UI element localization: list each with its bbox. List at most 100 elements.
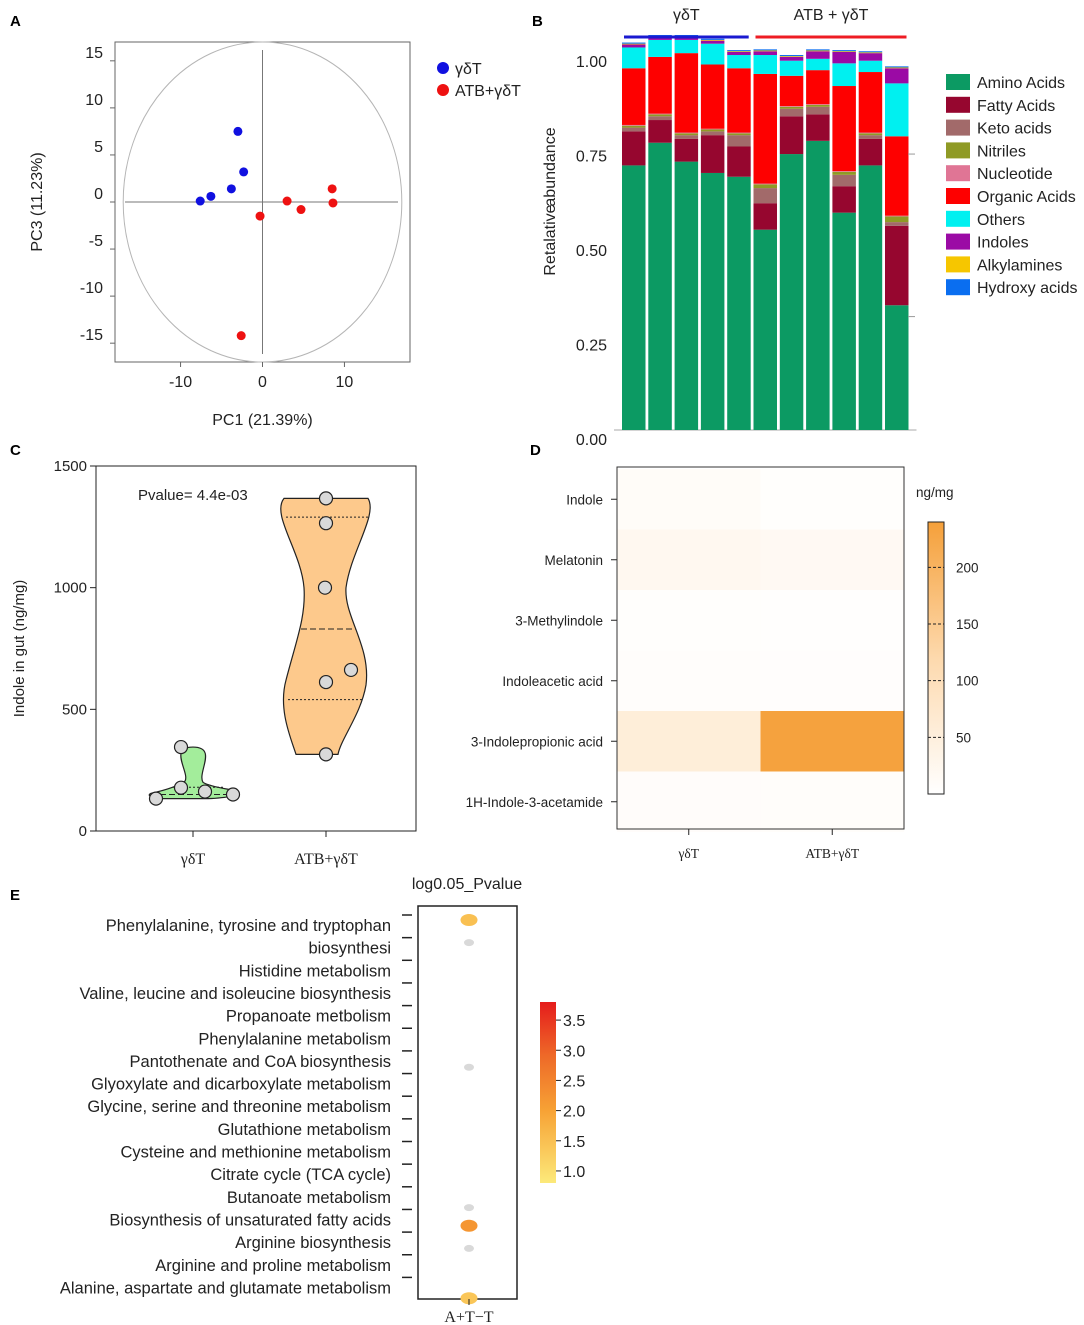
- violin-ytick-label: 500: [62, 701, 87, 718]
- bar-segment-nitriles: [700, 129, 725, 132]
- violin-point-atb-gdt: [318, 747, 334, 762]
- bar-segment-amino-acids: [727, 176, 751, 430]
- pca-point-atb-gdt: [327, 184, 337, 194]
- panel-label-c: C: [10, 442, 21, 459]
- dotplot-category-label: Alanine, aspartate and glutamate metabol…: [60, 1279, 391, 1297]
- bar-legend-label: Alkylamines: [977, 257, 1062, 274]
- bar-segment-keto-acids: [648, 116, 672, 121]
- violin-ytick-label: 1500: [54, 458, 87, 475]
- pca-xaxis-label: PC1 (21.39%): [212, 412, 313, 429]
- heatmap-cell: [617, 469, 761, 530]
- bar-segment-hydroxy-acids: [832, 50, 856, 52]
- dotplot-xaxis-label: A+T−T: [444, 1309, 493, 1325]
- bar-segment-others: [858, 60, 883, 73]
- bar-ytick-label: 0.75: [576, 149, 607, 166]
- bar-segment-nitriles: [753, 184, 777, 189]
- bar-legend-label: Hydroxy acids: [977, 280, 1077, 297]
- violin-xtick-label: γδT: [180, 851, 206, 868]
- bar-segment-fatty-acids: [832, 186, 856, 213]
- dotplot-category-label: Glyoxylate and dicarboxylate metabolism: [91, 1076, 391, 1094]
- bar-segment-nitriles: [832, 171, 856, 175]
- bar-legend-swatch: [946, 279, 970, 296]
- heatmap-row-label: 3-Indolepropionic acid: [471, 734, 603, 749]
- violin-point-gdt: [225, 787, 241, 802]
- violin-point-gdt: [148, 791, 164, 806]
- panel-label-e: E: [10, 887, 20, 904]
- bar-segment-indoles: [753, 51, 777, 56]
- bar-segment-amino-acids: [700, 172, 725, 430]
- bar-segment-alkylamines: [806, 50, 830, 52]
- bar-segment-amino-acids: [674, 161, 699, 430]
- bar-legend-swatch: [946, 142, 970, 159]
- bar-segment-organic-acids: [832, 86, 856, 172]
- panel-label-b: B: [532, 13, 543, 30]
- bar-segment-alkylamines: [622, 43, 646, 45]
- pca-point-atb-gdt: [236, 331, 246, 341]
- dotplot-category-label: Propanoate metbolism: [226, 1008, 391, 1026]
- bar-segment-hydroxy-acids: [700, 38, 725, 40]
- heatmap-cell: [617, 590, 761, 651]
- pvalue-colorbar-label: 2.5: [563, 1073, 585, 1090]
- pvalue-colorbar-label: 3.5: [563, 1013, 585, 1030]
- pca-plot: -10 0 10 15 10 5 0 -5 -10 -15 PC1 (21.39%) PC3 (11.…: [29, 41, 521, 429]
- bar-segment-others: [806, 58, 830, 71]
- bar-segment-nitriles: [727, 133, 751, 136]
- bar-segment-alkylamines: [727, 51, 751, 52]
- pvalue-colorbar-label: 3.0: [563, 1043, 585, 1060]
- bar-segment-amino-acids: [622, 165, 646, 430]
- heatmap-row-label: Indole: [566, 492, 603, 507]
- pathway-dot-plot: log0.05_Pvalue Phenylalanine, tyrosine an…: [60, 876, 585, 1325]
- heatmap-row-label: 3-Methylindole: [515, 613, 603, 628]
- bar-segment-nucleotide: [832, 171, 856, 172]
- panel-label-a: A: [10, 13, 21, 30]
- bar-segment-others: [700, 43, 725, 65]
- pca-ytick-label: -10: [80, 280, 103, 297]
- bar-segment-hydroxy-acids: [885, 66, 909, 68]
- bar-segment-keto-acids: [885, 222, 909, 226]
- pca-point-atb-gdt: [282, 196, 292, 206]
- bar-segment-organic-acids: [727, 68, 751, 133]
- dotplot-dot-nonsignificant: [464, 1204, 474, 1212]
- dotplot-category-label: Glutathione metabolism: [218, 1121, 391, 1139]
- bar-segment-organic-acids: [700, 64, 725, 129]
- bar-segment-nucleotide: [858, 132, 883, 134]
- violin-frame: [95, 465, 417, 832]
- bar-segment-amino-acids: [753, 229, 777, 430]
- violin-ytick-label: 1000: [54, 580, 87, 597]
- bar-segment-hydroxy-acids: [858, 51, 883, 53]
- dotplot-category-label: Pantothenate and CoA biosynthesis: [130, 1053, 391, 1071]
- bar-ytick-label: 0.50: [576, 243, 607, 260]
- dotplot-category-label: biosynthesi: [308, 940, 391, 958]
- bar-segment-organic-acids: [885, 136, 909, 216]
- dotplot-category-label: Cysteine and methionine metabolism: [120, 1144, 391, 1162]
- bar-ytick-label: 0.00: [576, 432, 607, 449]
- heatmap-cell: [617, 711, 761, 772]
- bar-segment-fatty-acids: [674, 138, 699, 162]
- dotplot-category-label: Phenylalanine, tyrosine and tryptophan: [106, 917, 391, 935]
- bar-segment-others: [648, 39, 672, 57]
- bar-segment-indoles: [885, 68, 909, 84]
- group-label: ATB + γδT: [794, 7, 869, 24]
- violin-pvalue-annotation: Pvalue= 4.4e-03: [138, 487, 248, 504]
- bar-legend-label: Indoles: [977, 235, 1029, 252]
- bar-segment-alkylamines: [753, 50, 777, 52]
- pca-yaxis-label: PC3 (11.23%): [29, 152, 46, 251]
- bar-segment-alkylamines: [832, 51, 856, 52]
- bar-legend-label: Keto acids: [977, 121, 1052, 138]
- heatmap-column-label: γδT: [677, 846, 699, 861]
- bar-segment-indoles: [622, 44, 646, 48]
- dotplot-frame: [417, 905, 518, 1300]
- bar-segment-keto-acids: [674, 135, 699, 139]
- bar-segment-nitriles: [858, 133, 883, 136]
- bar-segment-nucleotide: [700, 128, 725, 130]
- bar-segment-fatty-acids: [700, 135, 725, 173]
- bar-legend-label: Organic Acids: [977, 189, 1076, 206]
- bar-legend-swatch: [946, 119, 970, 136]
- pca-xtick-label: 10: [336, 374, 354, 391]
- bar-segment-fatty-acids: [858, 138, 883, 166]
- bar-legend-swatch: [946, 165, 970, 182]
- bar-segment-nucleotide: [806, 104, 830, 105]
- bar-segment-keto-acids: [622, 127, 646, 132]
- violin-xtick-label: ATB+γδT: [294, 851, 358, 868]
- dotplot-dot-nonsignificant: [464, 939, 474, 947]
